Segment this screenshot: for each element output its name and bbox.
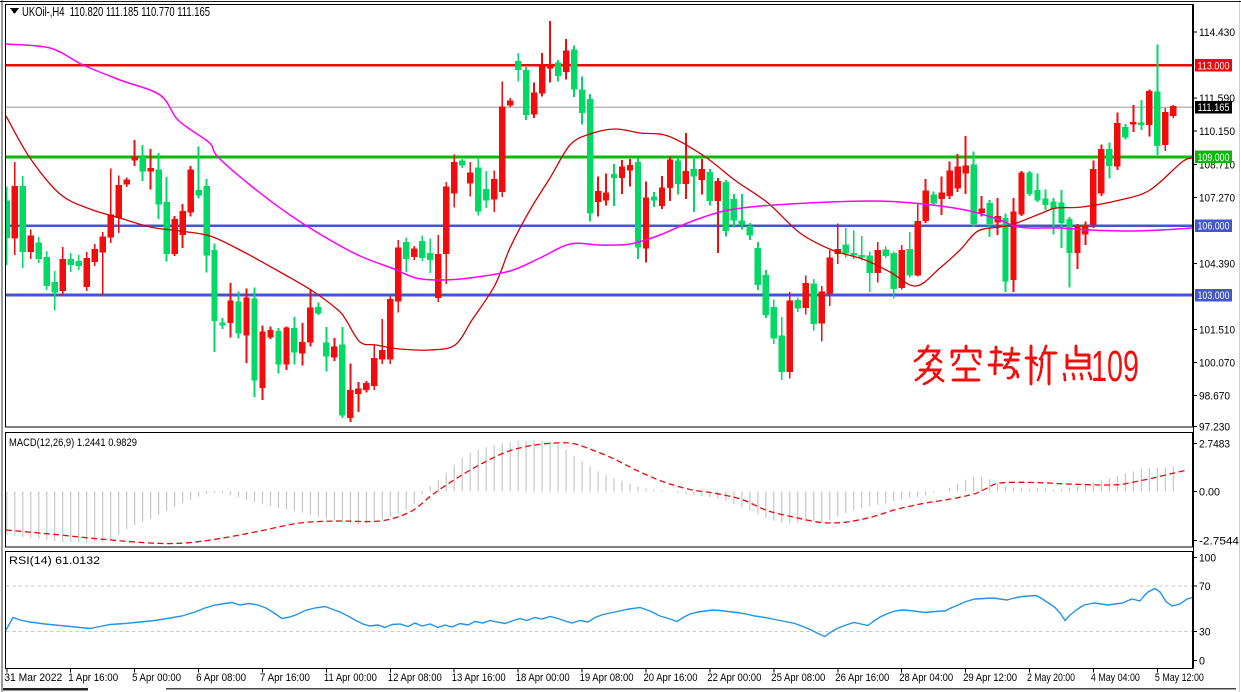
svg-text:19 Apr 08:00: 19 Apr 08:00 [580, 672, 634, 684]
svg-text:103.000: 103.000 [1198, 290, 1230, 302]
svg-text:1 Apr 16:00: 1 Apr 16:00 [68, 672, 118, 684]
svg-text:110.150: 110.150 [1199, 126, 1235, 138]
svg-text:5 Apr 00:00: 5 Apr 00:00 [132, 672, 181, 684]
svg-text:25 Apr 08:00: 25 Apr 08:00 [771, 672, 825, 684]
svg-text:104.390: 104.390 [1199, 259, 1235, 271]
svg-text:UKOil-,H4 110.820 111.185 110: UKOil-,H4 110.820 111.185 110.770 111.16… [22, 5, 210, 19]
svg-text:31 Mar 2022: 31 Mar 2022 [4, 672, 62, 684]
svg-text:111.165: 111.165 [1198, 102, 1230, 114]
svg-text:2.7483: 2.7483 [1199, 439, 1230, 451]
svg-text:107.270: 107.270 [1199, 193, 1235, 205]
svg-text:70: 70 [1199, 581, 1211, 593]
svg-text:109: 109 [1091, 343, 1139, 391]
svg-text:13 Apr 16:00: 13 Apr 16:00 [452, 672, 506, 684]
svg-text:22 Apr 00:00: 22 Apr 00:00 [707, 672, 761, 684]
svg-text:114.430: 114.430 [1199, 27, 1235, 39]
svg-text:18 Apr 00:00: 18 Apr 00:00 [516, 672, 570, 684]
svg-text:113.000: 113.000 [1198, 60, 1230, 72]
svg-text:RSI(14) 61.0132: RSI(14) 61.0132 [9, 555, 100, 567]
svg-text:109.000: 109.000 [1198, 152, 1230, 164]
svg-text:100.070: 100.070 [1199, 358, 1235, 370]
svg-text:-2.7544: -2.7544 [1199, 536, 1239, 548]
svg-text:MACD(12,26,9) 1.2441 0.9829: MACD(12,26,9) 1.2441 0.9829 [9, 437, 137, 449]
svg-text:98.670: 98.670 [1199, 391, 1230, 403]
svg-text:100: 100 [1199, 553, 1216, 565]
svg-text:6 Apr 08:00: 6 Apr 08:00 [196, 672, 246, 684]
svg-text:106.000: 106.000 [1198, 221, 1230, 233]
svg-text:5 May 12:00: 5 May 12:00 [1155, 672, 1204, 684]
svg-text:7 Apr 16:00: 7 Apr 16:00 [260, 672, 310, 684]
svg-text:29 Apr 12:00: 29 Apr 12:00 [963, 672, 1017, 684]
svg-text:28 Apr 04:00: 28 Apr 04:00 [899, 672, 953, 684]
svg-text:101.510: 101.510 [1199, 325, 1235, 337]
svg-text:4 May 04:00: 4 May 04:00 [1091, 672, 1140, 684]
svg-text:20 Apr 16:00: 20 Apr 16:00 [644, 672, 698, 684]
svg-text:97.230: 97.230 [1199, 422, 1230, 434]
svg-text:12 Apr 08:00: 12 Apr 08:00 [388, 672, 442, 684]
svg-text:11 Apr 00:00: 11 Apr 00:00 [324, 672, 377, 684]
svg-text:26 Apr 16:00: 26 Apr 16:00 [835, 672, 889, 684]
svg-text:0: 0 [1199, 656, 1205, 668]
svg-text:2 May 20:00: 2 May 20:00 [1027, 672, 1075, 684]
svg-text:30: 30 [1199, 627, 1211, 639]
svg-text:0.00: 0.00 [1199, 487, 1220, 499]
